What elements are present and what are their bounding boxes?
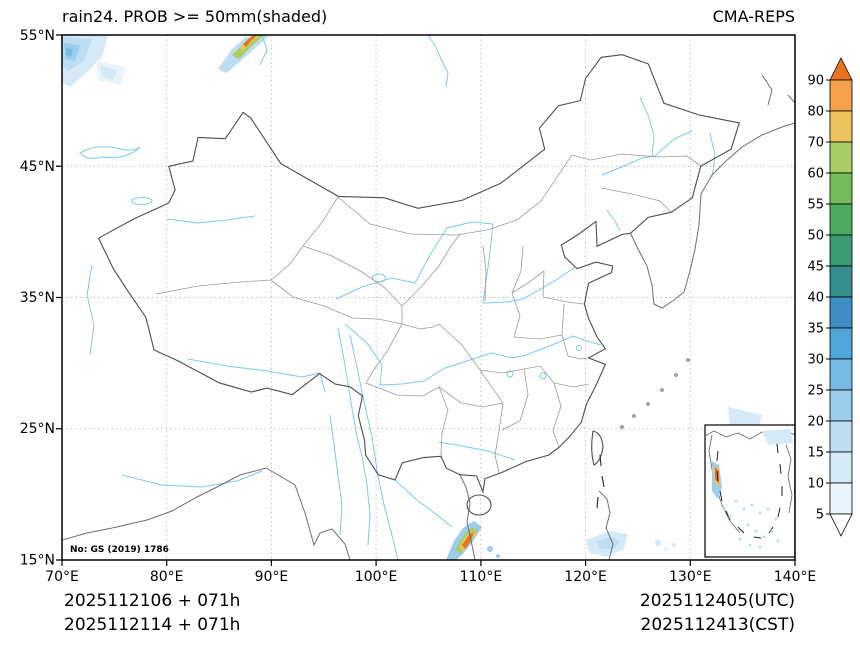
colorbar-tick-marks	[826, 79, 830, 515]
nine-dash-line	[596, 454, 605, 509]
colorbar-segment	[829, 172, 853, 205]
colorbar-tick-label: 15	[807, 446, 824, 461]
y-axis-labels: 55°N 45°N 35°N 25°N 15°N	[20, 28, 55, 569]
footer: 2025112106 + 071h 2025112114 + 071h 2025…	[64, 591, 795, 635]
colorbar-tick-label: 5	[816, 508, 824, 523]
colorbar-tick-label: 80	[807, 105, 824, 120]
colorbar-tick-label: 70	[807, 136, 824, 151]
x-axis-labels: 70°E 80°E 90°E 100°E 110°E 120°E 130°E 1…	[45, 569, 816, 585]
y-tick-label: 35°N	[20, 290, 55, 306]
y-tick-label: 55°N	[20, 28, 55, 44]
prob-shading-north-streak	[218, 35, 270, 73]
colorbar-segment	[829, 389, 853, 422]
china-border	[97, 54, 741, 516]
map-frame	[61, 34, 796, 561]
y-tick-label: 25°N	[20, 421, 55, 437]
colorbar-tick-labels: 90 80 70 60 55 50 45 40 35 30 25 20 15 1…	[807, 74, 824, 523]
colorbar-segment	[829, 234, 853, 267]
taiwan-island	[591, 430, 604, 466]
colorbar-segment	[829, 110, 853, 143]
province-borders	[155, 153, 702, 474]
colorbar-tick-label: 45	[807, 260, 824, 275]
colorbar-segment	[829, 265, 853, 298]
colorbar-tick-label: 60	[807, 167, 824, 182]
hainan-island	[466, 494, 492, 516]
colorbar-segment	[829, 203, 853, 236]
map-panel: No: GS (2019) 1786	[56, 34, 796, 566]
colorbar-tick-label: 30	[807, 353, 824, 368]
colorbar: 90 80 70 60 55 50 45 40 35 30 25 20 15 1…	[807, 57, 853, 537]
axis-ticks	[56, 34, 796, 566]
colorbar-tick-label: 55	[807, 198, 824, 213]
inset-south-china-sea	[704, 424, 795, 558]
colorbar-tick-label: 10	[807, 477, 824, 492]
x-tick-label: 80°E	[150, 569, 184, 585]
init-time-utc: 2025112106 + 071h	[64, 591, 240, 611]
y-tick-label: 15°N	[20, 553, 55, 569]
x-tick-label: 90°E	[255, 569, 289, 585]
prob-shading-northwest	[62, 35, 126, 87]
x-tick-label: 120°E	[564, 569, 607, 585]
colorbar-tick-label: 25	[807, 384, 824, 399]
colorbar-segment	[829, 79, 853, 112]
init-time-cst: 2025112114 + 071h	[64, 615, 240, 635]
y-tick-label: 45°N	[20, 159, 55, 175]
colorbar-segment	[829, 141, 853, 174]
colorbar-tick-label: 50	[807, 229, 824, 244]
colorbar-tick-label: 90	[807, 74, 824, 89]
foreign-coastlines	[62, 74, 795, 560]
rivers-lakes	[79, 35, 716, 560]
model-name: CMA-REPS	[713, 7, 795, 26]
colorbar-segment	[829, 358, 853, 391]
colorbar-segment-top	[829, 57, 853, 81]
valid-time-cst: 2025112413(CST)	[641, 615, 795, 635]
x-tick-label: 100°E	[355, 569, 398, 585]
page-title: rain24. PROB >= 50mm(shaded)	[62, 7, 327, 26]
colorbar-segment-bottom	[829, 513, 853, 537]
map-license-note: No: GS (2019) 1786	[70, 545, 169, 555]
valid-time-utc: 2025112405(UTC)	[640, 591, 795, 611]
colorbar-segment	[829, 327, 853, 360]
colorbar-segment	[829, 451, 853, 484]
colorbar-segment	[829, 296, 853, 329]
x-tick-label: 140°E	[774, 569, 817, 585]
x-tick-label: 110°E	[460, 569, 503, 585]
x-tick-label: 130°E	[669, 569, 712, 585]
x-tick-label: 70°E	[45, 569, 79, 585]
inset-island-shading	[722, 499, 780, 549]
colorbar-tick-label: 20	[807, 415, 824, 430]
colorbar-tick-label: 35	[807, 322, 824, 337]
colorbar-tick-label: 40	[807, 291, 824, 306]
graticule-grid	[62, 35, 795, 560]
prob-shading-south-streak	[446, 521, 500, 560]
colorbar-segment	[829, 482, 853, 515]
colorbar-segment	[829, 420, 853, 453]
